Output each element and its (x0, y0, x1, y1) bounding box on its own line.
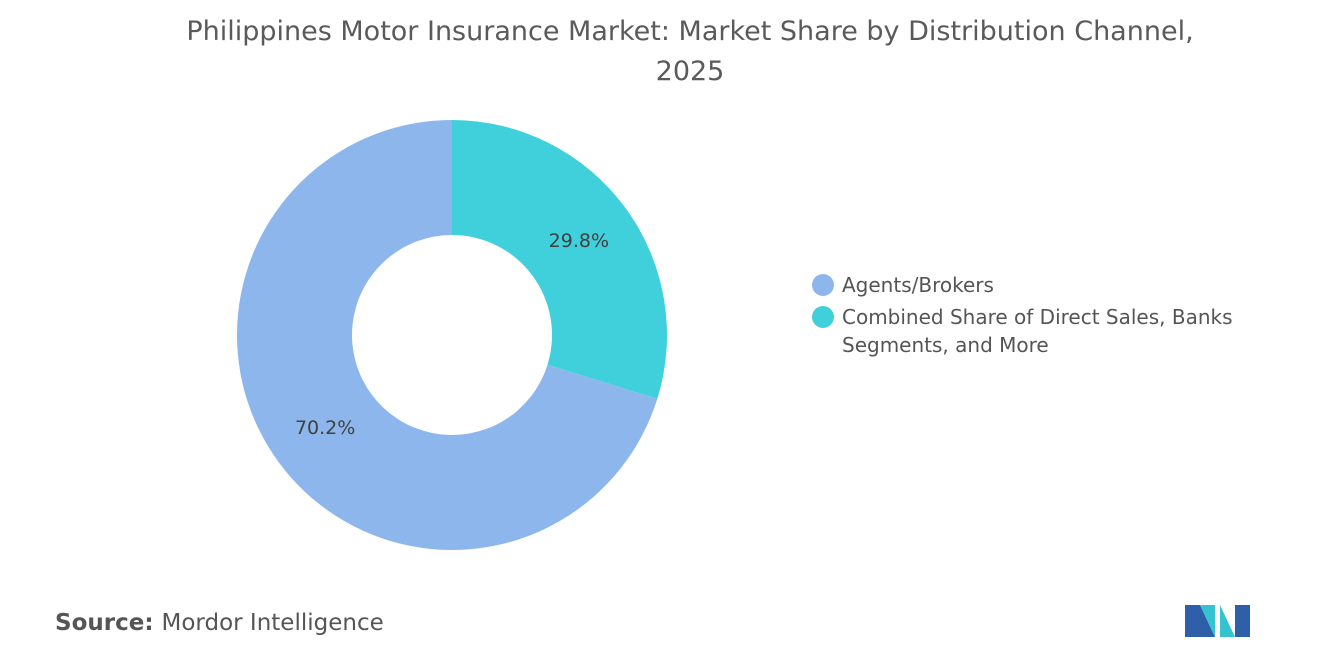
legend-marker (812, 306, 834, 328)
legend-label: Combined Share of Direct Sales, Banks Se… (842, 305, 1233, 357)
legend-label: Agents/Brokers (842, 273, 994, 297)
logo (1185, 605, 1250, 637)
legend-marker (812, 274, 834, 296)
data-label: 70.2% (295, 417, 355, 439)
legend-item: Agents/Brokers (812, 271, 1242, 299)
slice (237, 120, 658, 550)
source: Source: Mordor Intelligence (55, 610, 384, 636)
source-text: Mordor Intelligence (161, 610, 384, 636)
slice (452, 120, 667, 399)
chart-title: Philippines Motor Insurance Market: Mark… (186, 16, 1194, 87)
legend-item: Combined Share of Direct Sales, Banks Se… (812, 303, 1242, 359)
source-label: Source: (55, 610, 154, 636)
data-label: 29.8% (549, 230, 609, 252)
